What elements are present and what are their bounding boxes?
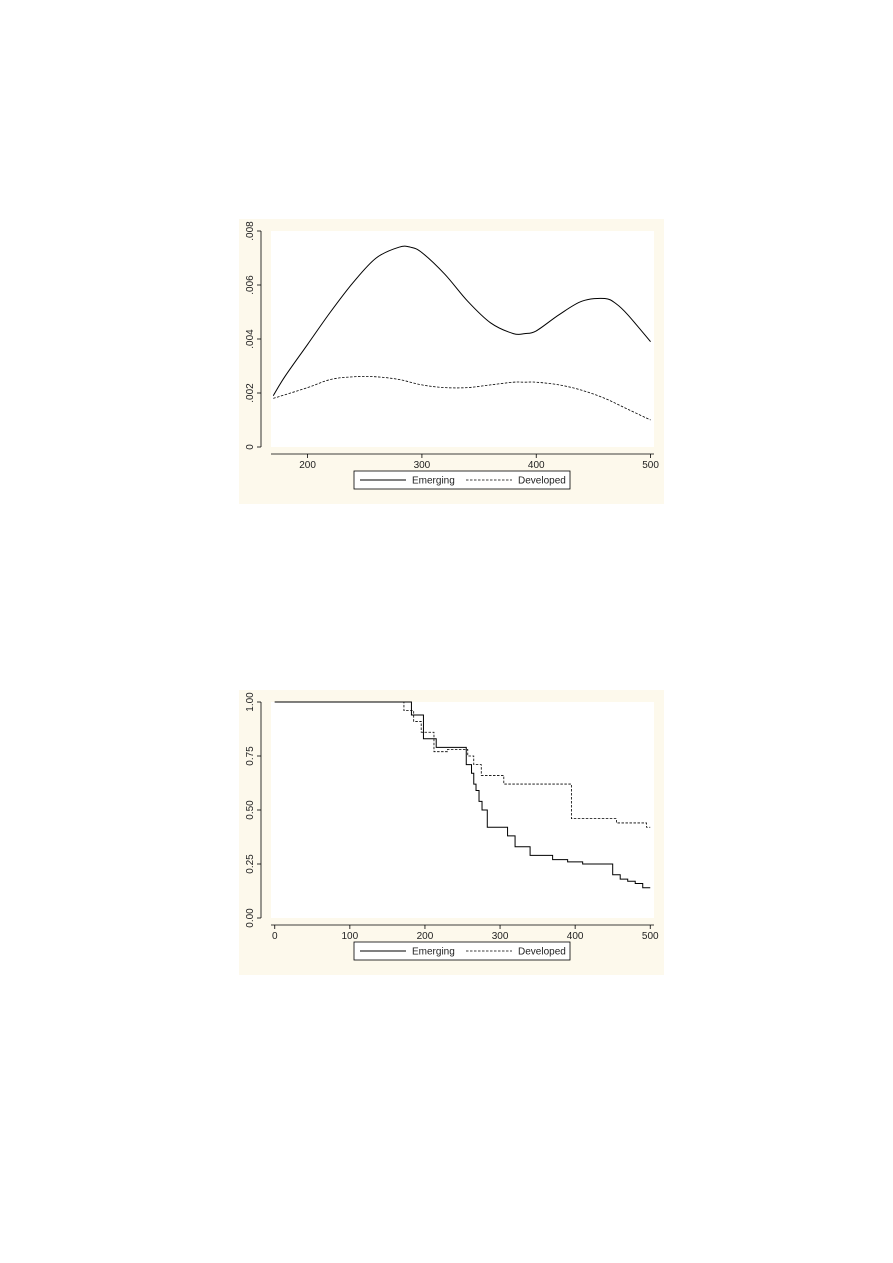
- hazard-chart: 0.002.004.006.008200300400500Analysis ti…: [239, 219, 664, 504]
- x-tick-label: 300: [492, 931, 509, 942]
- x-tick-label: 500: [642, 931, 659, 942]
- y-tick-label: 0.00: [245, 908, 256, 928]
- series-line-developed: [273, 376, 651, 421]
- x-tick-label: 400: [528, 460, 545, 471]
- x-tick-label: 400: [567, 931, 584, 942]
- y-tick-label: .008: [245, 221, 256, 241]
- survival-chart: 0.000.250.500.751.000100200300400500Anal…: [239, 690, 664, 975]
- plot-area: [271, 231, 654, 447]
- hazard-chart-svg: 0.002.004.006.008200300400500Analysis ti…: [245, 221, 659, 490]
- legend-label-emerging: Emerging: [412, 476, 455, 487]
- y-tick-label: 0.75: [245, 746, 256, 766]
- legend-label-developed: Developed: [518, 947, 566, 958]
- y-tick-label: 1.00: [245, 692, 256, 712]
- legend: Emerging Developed: [353, 941, 571, 961]
- y-tick-label: 0.25: [245, 854, 256, 874]
- legend-box: [353, 470, 571, 490]
- survival-chart-svg: 0.000.250.500.751.000100200300400500Anal…: [245, 692, 659, 961]
- x-tick-label: 300: [414, 460, 431, 471]
- y-tick-label: .004: [245, 329, 256, 349]
- x-tick-label: 500: [642, 460, 659, 471]
- y-tick-label: .002: [245, 383, 256, 403]
- plot-area: [271, 702, 654, 918]
- y-tick-label: 0: [245, 444, 256, 450]
- legend-label-developed: Developed: [518, 476, 566, 487]
- x-tick-label: 100: [342, 931, 359, 942]
- y-tick-label: 0.50: [245, 800, 256, 820]
- series-line-developed: [274, 701, 651, 828]
- series-line-emerging: [272, 245, 651, 396]
- series-line-emerging: [274, 701, 651, 889]
- x-tick-label: 200: [299, 460, 316, 471]
- x-tick-label: 0: [272, 931, 278, 942]
- y-tick-label: .006: [245, 275, 256, 295]
- legend-box: [353, 941, 571, 961]
- legend-label-emerging: Emerging: [412, 947, 455, 958]
- x-tick-label: 200: [417, 931, 434, 942]
- legend: Emerging Developed: [353, 470, 571, 490]
